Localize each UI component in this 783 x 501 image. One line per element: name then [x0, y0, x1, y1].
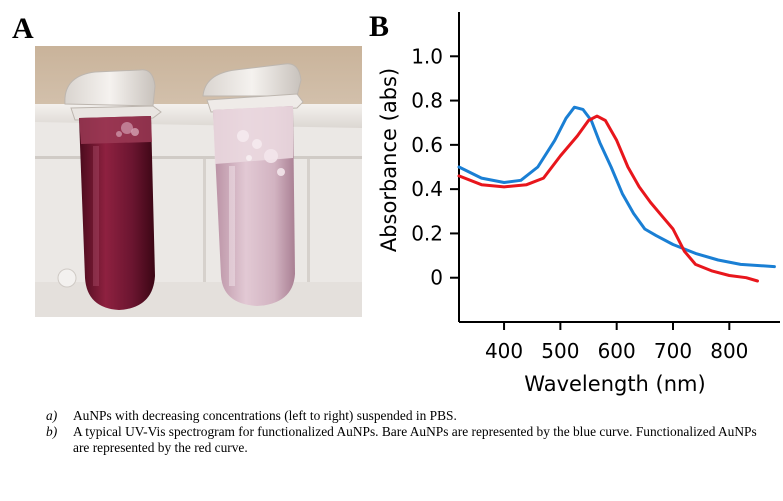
caption-text-a: AuNPs with decreasing concentrations (le…	[73, 408, 457, 423]
tubes-photo	[35, 46, 362, 317]
absorbance-chart: 0 0.2 0.4 0.6 0.8 1.0 400 500 600 700 800 Wavelen…	[377, 12, 780, 396]
x-axis-label: Wavelength (nm)	[524, 372, 705, 396]
x-tick-label: 600	[598, 339, 636, 363]
chart-series	[457, 105, 776, 283]
caption-item-a: a) AuNPs with decreasing concentrations …	[46, 408, 766, 424]
y-tick-label: 1.0	[411, 44, 443, 68]
x-tick-label: 400	[485, 339, 523, 363]
panel-b-label: B	[369, 10, 390, 43]
x-tick-label: 700	[654, 339, 692, 363]
x-tick-label: 800	[710, 339, 748, 363]
y-ticks: 0 0.2 0.4 0.6 0.8 1.0	[411, 44, 459, 290]
caption-text-b: A typical UV-Vis spectrogram for functio…	[73, 424, 757, 455]
y-tick-label: 0	[430, 266, 443, 290]
x-ticks: 400 500 600 700 800	[485, 322, 748, 363]
series-line-blue	[457, 105, 776, 269]
y-axis-label: Absorbance (abs)	[377, 68, 401, 252]
y-tick-label: 0.6	[411, 133, 443, 157]
tubes-illustration	[35, 46, 362, 317]
caption-letter-a: a)	[46, 408, 58, 423]
caption-item-b: b) A typical UV-Vis spectrogram for func…	[46, 424, 766, 456]
figure-caption: a) AuNPs with decreasing concentrations …	[46, 408, 766, 456]
x-tick-label: 500	[541, 339, 579, 363]
y-tick-label: 0.4	[411, 177, 443, 201]
caption-letter-b: b)	[46, 424, 58, 439]
y-tick-label: 0.2	[411, 221, 443, 245]
series-line-red	[457, 114, 759, 283]
panel-a-label: A	[12, 12, 34, 45]
y-tick-label: 0.8	[411, 89, 443, 113]
